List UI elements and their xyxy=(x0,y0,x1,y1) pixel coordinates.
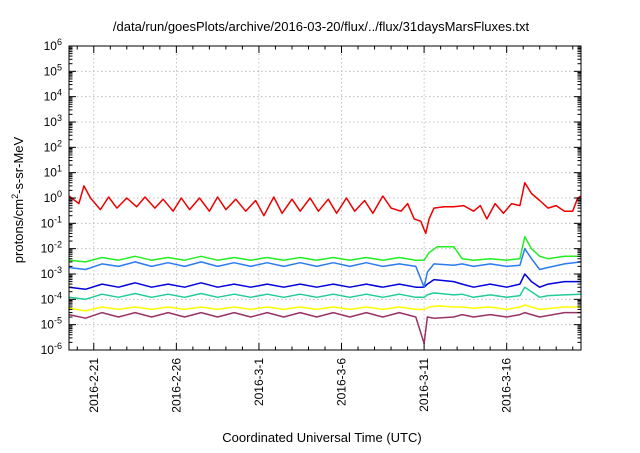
x-axis-label: Coordinated Universal Time (UTC) xyxy=(222,430,421,445)
y-axis-label-rest: -s-sr-MeV xyxy=(11,136,26,193)
y-tick-label: 102 xyxy=(44,138,62,154)
series-line-1 xyxy=(68,181,582,235)
y-tick-label: 104 xyxy=(44,88,62,104)
y-tick-label-exponent: 3 xyxy=(57,113,62,123)
y-tick-label-base: 10 xyxy=(44,39,58,53)
y-tick-label-exponent: -2 xyxy=(54,240,62,250)
y-tick-label-exponent: 6 xyxy=(57,37,62,47)
y-tick-label-exponent: -1 xyxy=(54,214,62,224)
y-tick-label: 10-4 xyxy=(41,290,62,306)
y-tick-label-exponent: -6 xyxy=(54,341,62,351)
x-tick-label: 2016-3-16 xyxy=(500,358,514,413)
y-tick-label-base: 10 xyxy=(44,115,58,129)
x-tick-label: 2016-2-21 xyxy=(87,358,101,413)
y-tick-label: 103 xyxy=(44,113,62,129)
y-tick-label-exponent: 4 xyxy=(57,88,62,98)
y-tick-label: 106 xyxy=(44,37,62,53)
y-tick-label: 10-6 xyxy=(41,341,62,357)
series-line-3 xyxy=(68,247,582,288)
series-line-5 xyxy=(68,286,582,301)
y-tick-label: 101 xyxy=(44,164,62,180)
y-tick-label-base: 10 xyxy=(41,292,55,306)
series-line-4 xyxy=(68,273,581,291)
y-tick-label: 105 xyxy=(44,62,62,78)
y-tick-label: 100 xyxy=(44,189,62,205)
y-tick-label-base: 10 xyxy=(41,318,55,332)
y-tick-label-base: 10 xyxy=(44,64,58,78)
y-tick-label-base: 10 xyxy=(44,191,58,205)
y-tick-label-exponent: 0 xyxy=(57,189,62,199)
y-tick-label-base: 10 xyxy=(41,242,55,256)
y-tick-label-base: 10 xyxy=(44,90,58,104)
y-tick-label-base: 10 xyxy=(44,140,58,154)
y-tick-label-exponent: 1 xyxy=(57,164,62,174)
x-tick-label: 2016-3-6 xyxy=(335,358,349,406)
y-tick-label-exponent: -4 xyxy=(54,290,62,300)
y-tick-label: 10-2 xyxy=(41,240,62,256)
y-tick-label: 10-5 xyxy=(41,316,62,332)
axis-ticks: 10-610-510-410-310-210-11001011021031041… xyxy=(41,37,581,413)
y-axis-label-superscript: 2 xyxy=(10,194,20,199)
y-tick-label: 10-3 xyxy=(41,265,62,281)
y-axis-label-base: protons/cm xyxy=(11,199,26,263)
y-tick-label-exponent: -5 xyxy=(54,316,62,326)
x-tick-label: 2016-3-1 xyxy=(252,358,266,406)
y-tick-label-exponent: 2 xyxy=(57,138,62,148)
x-tick-label: 2016-3-11 xyxy=(417,358,431,412)
grid xyxy=(69,46,581,350)
y-tick-label-base: 10 xyxy=(44,166,58,180)
y-tick-label-exponent: 5 xyxy=(57,62,62,72)
y-axis-label: protons/cm2-s-sr-MeV xyxy=(10,136,26,263)
y-tick-label-exponent: -3 xyxy=(54,265,62,275)
series-line-2 xyxy=(68,235,581,263)
chart-title: /data/run/goesPlots/archive/2016-03-20/f… xyxy=(113,19,530,34)
y-tick-label: 10-1 xyxy=(41,214,62,230)
series-group xyxy=(68,181,582,345)
y-tick-label-base: 10 xyxy=(41,343,55,357)
x-tick-label: 2016-2-26 xyxy=(169,358,183,413)
y-tick-label-base: 10 xyxy=(41,216,55,230)
y-tick-label-base: 10 xyxy=(41,267,55,281)
series-line-6 xyxy=(68,304,581,312)
series-line-7 xyxy=(68,311,581,345)
